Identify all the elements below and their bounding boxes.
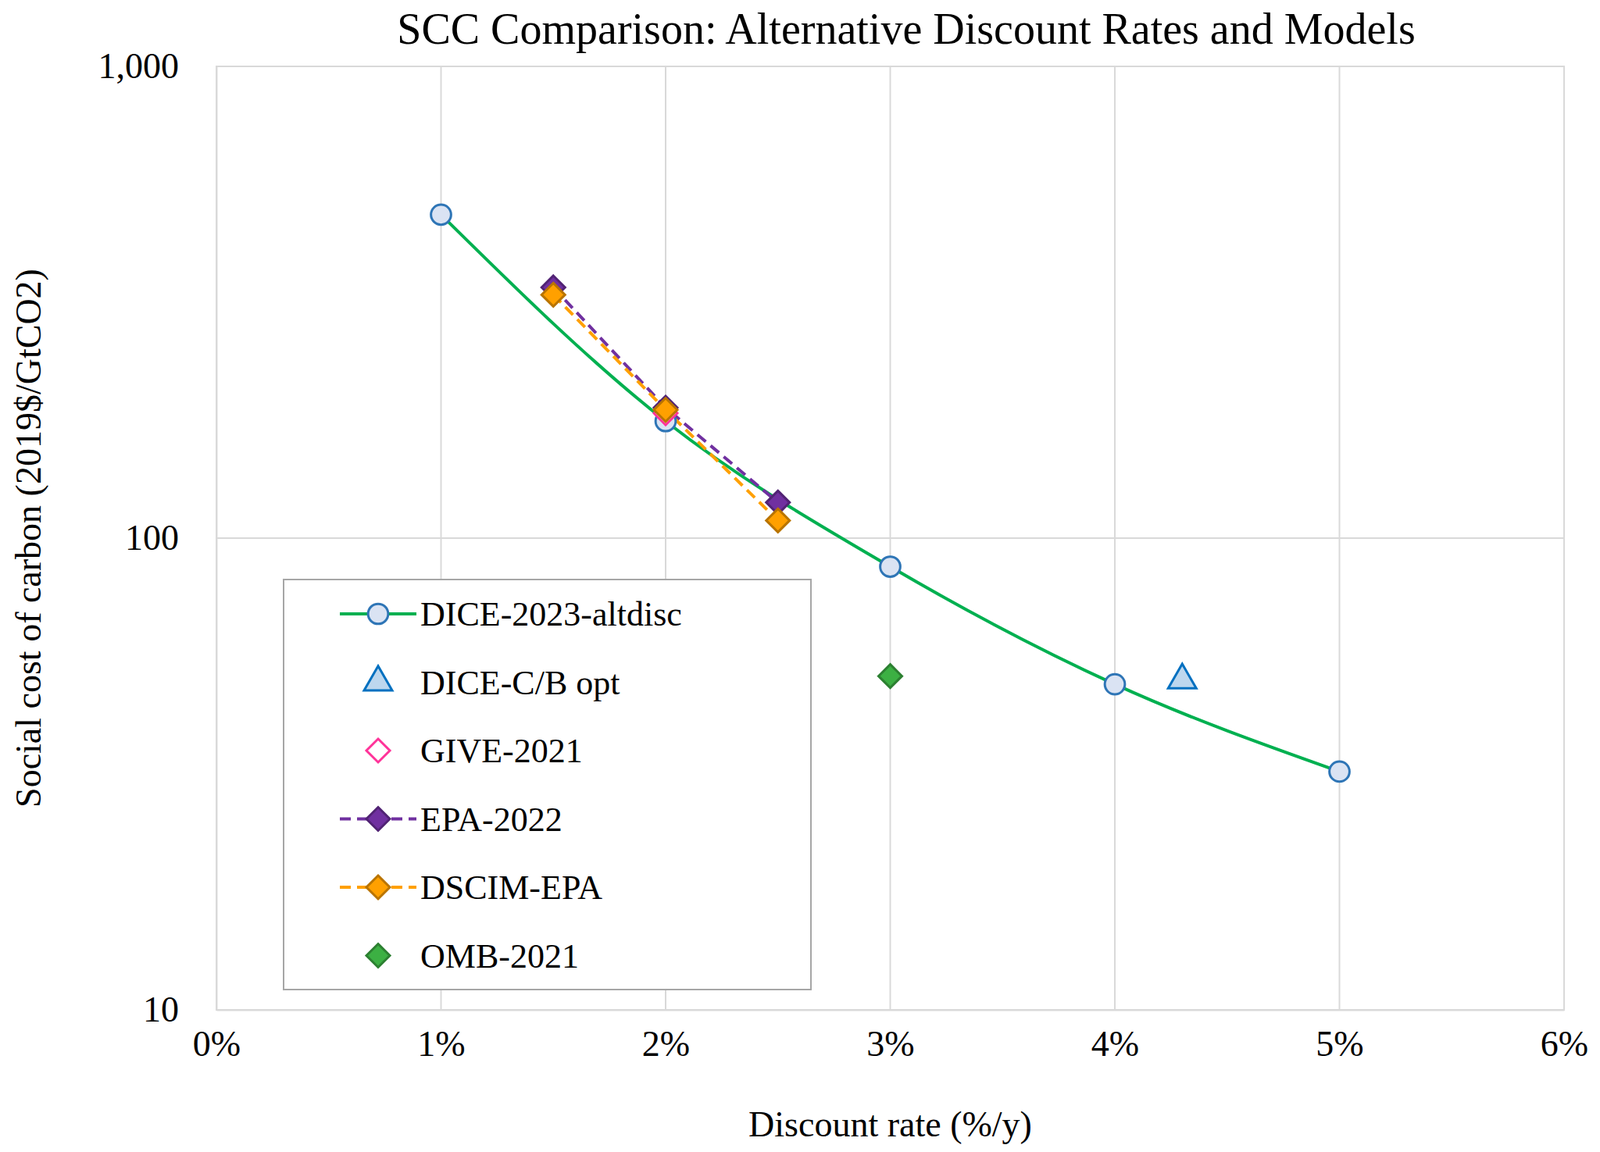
plot-frame xyxy=(216,66,1565,1011)
series-marker xyxy=(1329,761,1350,783)
x-tick: 4% xyxy=(1091,1010,1140,1065)
x-tick-label: 5% xyxy=(1315,1024,1364,1065)
series-marker xyxy=(1167,664,1197,689)
x-tick-label: 3% xyxy=(866,1024,915,1065)
x-tick-label: 6% xyxy=(1540,1024,1589,1065)
x-tick: 5% xyxy=(1315,1010,1364,1065)
legend-marker xyxy=(364,666,393,691)
series-marker xyxy=(1104,674,1125,695)
legend-marker xyxy=(366,739,390,763)
x-tick-label: 2% xyxy=(642,1024,690,1065)
y-axis-title: Social cost of carbon (2019$/GtCO2) xyxy=(8,268,49,808)
y-tick-label: 100 xyxy=(125,517,179,558)
legend-marker xyxy=(366,944,390,968)
legend-label: OMB-2021 xyxy=(420,937,579,976)
x-axis: 0% 1% 2% 3% 4% 5% 6% xyxy=(192,1010,1589,1065)
series-line xyxy=(553,287,779,503)
series-line xyxy=(553,294,779,521)
legend-marker xyxy=(366,807,390,832)
y-tick: 100 xyxy=(125,517,217,558)
series-marker xyxy=(766,508,790,533)
legend-label: GIVE-2021 xyxy=(420,732,583,771)
x-tick: 2% xyxy=(642,1010,690,1065)
legend-marker xyxy=(367,603,389,625)
title: SCC Comparison: Alternative Discount Rat… xyxy=(396,4,1415,54)
legend-label: DSCIM-EPA xyxy=(420,868,603,908)
x-axis-line xyxy=(217,1010,1565,1012)
series-marker xyxy=(541,282,565,307)
series-marker xyxy=(878,664,903,689)
x-tick: 1% xyxy=(417,1010,465,1065)
y-tick: 1,000 xyxy=(98,46,218,86)
y-tick-label: 10 xyxy=(142,989,179,1030)
x-tick-label: 4% xyxy=(1091,1024,1140,1065)
series-marker xyxy=(431,204,452,225)
legend-marker xyxy=(366,875,390,900)
legend-label: DICE-2023-altdisc xyxy=(420,595,683,634)
y-tick-label: 1,000 xyxy=(98,46,180,86)
y-tick: 10 xyxy=(142,989,217,1030)
legend-label: DICE-C/B opt xyxy=(420,664,620,703)
chart: 0% 1% 2% 3% 4% 5% 6% 10 100 1,000 SCC Comparison: … xyxy=(0,0,1600,1152)
x-tick-label: 0% xyxy=(192,1024,241,1065)
x-tick: 3% xyxy=(866,1010,915,1065)
x-tick: 6% xyxy=(1540,1010,1589,1065)
y-axis-line xyxy=(216,67,218,1011)
series-marker xyxy=(653,398,678,422)
grid-line-y xyxy=(216,537,1565,540)
y-axis: 10 100 1,000 xyxy=(98,46,218,1030)
series-marker xyxy=(880,557,901,578)
legend-box xyxy=(283,579,811,990)
x-tick-label: 1% xyxy=(417,1024,465,1065)
x-axis-title: Discount rate (%/y) xyxy=(748,1104,1033,1145)
legend-label: EPA-2022 xyxy=(420,800,563,840)
x-tick: 0% xyxy=(192,1010,241,1065)
legend: DICE-2023-altdisc DICE-C/B opt GIVE-2021 EP… xyxy=(283,579,811,990)
grid xyxy=(216,66,1565,1011)
